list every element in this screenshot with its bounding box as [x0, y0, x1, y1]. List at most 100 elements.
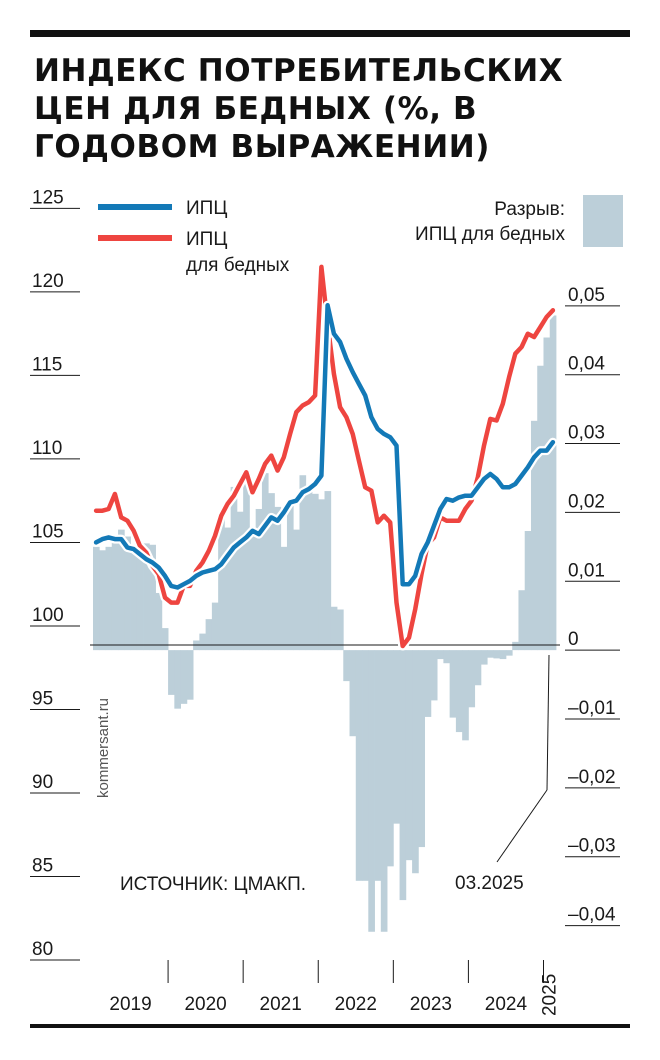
- gap-bar: [368, 650, 375, 932]
- right-tick-label: –0,04: [568, 905, 616, 926]
- left-tick-label: 80: [32, 939, 53, 960]
- gap-bar: [330, 606, 338, 651]
- gap-bar: [286, 504, 294, 651]
- legend: ИПЦ ИПЦ для бедных Разрыв: ИПЦ для бедны…: [98, 195, 623, 276]
- left-axis: 125 120 115 110 105 100 95 90 85 80: [30, 187, 80, 961]
- gap-bar: [124, 536, 131, 651]
- gap-bar: [493, 650, 501, 659]
- right-tick-label: 0: [568, 629, 579, 650]
- right-tick-label: –0,01: [568, 698, 616, 719]
- gap-bar: [468, 650, 476, 708]
- x-axis: 2019 2020 2021 2022 2023 2024 2025: [109, 960, 561, 1016]
- left-tick-label: 125: [32, 187, 64, 208]
- legend-label-gap-2: ИПЦ для бедных: [415, 224, 565, 245]
- gap-bar: [543, 337, 551, 651]
- gap-bar: [437, 650, 444, 660]
- gap-bar: [211, 602, 219, 651]
- gap-bar: [111, 539, 119, 651]
- right-tick-label: –0,02: [568, 767, 616, 788]
- left-tick-label: 120: [32, 271, 64, 292]
- gap-bar: [430, 650, 438, 701]
- gap-bar: [136, 542, 144, 651]
- gap-bar: [261, 473, 269, 651]
- gap-bar: [462, 650, 469, 741]
- right-tick-label: 0,01: [568, 560, 605, 581]
- year-label: 2021: [260, 994, 302, 1015]
- gap-bar: [399, 650, 407, 901]
- gap-bar: [255, 508, 263, 651]
- gap-bar: [412, 650, 419, 874]
- right-tick-label: –0,03: [568, 836, 616, 857]
- gap-bar: [243, 479, 250, 651]
- gap-bar: [280, 546, 288, 651]
- gap-bar: [343, 650, 350, 682]
- legend-label-gap: Разрыв:: [494, 199, 565, 220]
- gap-bar: [537, 365, 544, 651]
- year-label: 2022: [335, 994, 377, 1015]
- gap-bar: [168, 650, 175, 695]
- legend-label-cpi-poor-2: для бедных: [186, 255, 290, 276]
- gap-bar: [205, 619, 213, 651]
- gap-bar: [174, 650, 181, 709]
- gap-bar: [487, 650, 494, 658]
- gap-bar: [299, 475, 307, 651]
- annotation-leader-vertical: [546, 654, 550, 791]
- gap-bar: [455, 650, 463, 733]
- year-label: 2019: [109, 994, 151, 1015]
- source-note: ИСТОЧНИК: ЦМАКП.: [120, 874, 306, 895]
- gap-bar: [499, 650, 507, 660]
- gap-bar: [443, 650, 451, 664]
- gap-bar: [505, 650, 513, 656]
- gap-bar: [230, 486, 238, 651]
- gap-bar: [512, 641, 519, 651]
- gap-bars: [93, 315, 557, 932]
- gap-bar: [293, 529, 300, 651]
- gap-bar: [311, 493, 319, 651]
- gap-bar: [105, 546, 113, 651]
- price-lines: [91, 262, 558, 651]
- gap-bar: [161, 628, 169, 651]
- legend-label-cpi: ИПЦ: [186, 198, 227, 219]
- gap-bar: [118, 529, 125, 651]
- gap-bar: [143, 543, 150, 651]
- left-tick-label: 85: [32, 855, 53, 876]
- annotation-leader: [496, 789, 548, 863]
- gap-bar: [418, 650, 426, 848]
- left-tick-label: 100: [32, 605, 64, 626]
- gap-bar: [355, 650, 363, 881]
- gap-bar: [405, 650, 413, 861]
- gap-bar: [530, 420, 538, 651]
- gap-bar: [236, 511, 244, 651]
- gap-bar: [99, 550, 106, 651]
- gap-bar: [524, 531, 532, 651]
- gap-bar: [324, 491, 332, 651]
- gap-bar: [449, 650, 457, 718]
- right-tick-label: 0,02: [568, 491, 605, 512]
- legend-label-cpi-poor: ИПЦ: [186, 229, 227, 250]
- year-label: 2020: [184, 994, 226, 1015]
- gap-bar: [424, 650, 432, 717]
- chart-title: ИНДЕКС ПОТРЕБИТЕЛЬСКИХ ЦЕН ДЛЯ БЕДНЫХ (%…: [34, 53, 564, 165]
- year-label: 2023: [410, 994, 452, 1015]
- gap-bar: [337, 609, 344, 651]
- gap-bar: [362, 650, 369, 881]
- gap-bar: [318, 499, 325, 651]
- gap-bar: [474, 650, 482, 686]
- gap-bar: [224, 527, 232, 651]
- gap-bar: [393, 650, 400, 824]
- right-tick-label: 0,03: [568, 423, 605, 444]
- right-axis: 0,05 0,04 0,03 0,02 0,01 0 –0,01 –0,02 –0,03 –0,0…: [565, 285, 620, 927]
- gap-bar: [549, 315, 557, 651]
- left-tick-label: 105: [32, 521, 64, 542]
- gap-bar: [349, 650, 357, 737]
- gap-bar: [518, 590, 526, 651]
- legend-swatch-gap: [583, 195, 623, 247]
- annotation-label: 03.2025: [455, 873, 524, 894]
- gap-bar: [249, 536, 257, 651]
- right-tick-label: 0,04: [568, 354, 605, 375]
- gap-bar: [268, 493, 275, 651]
- left-tick-label: 90: [32, 772, 53, 793]
- watermark: kommersant.ru: [95, 698, 112, 798]
- line-cpi: [93, 303, 556, 590]
